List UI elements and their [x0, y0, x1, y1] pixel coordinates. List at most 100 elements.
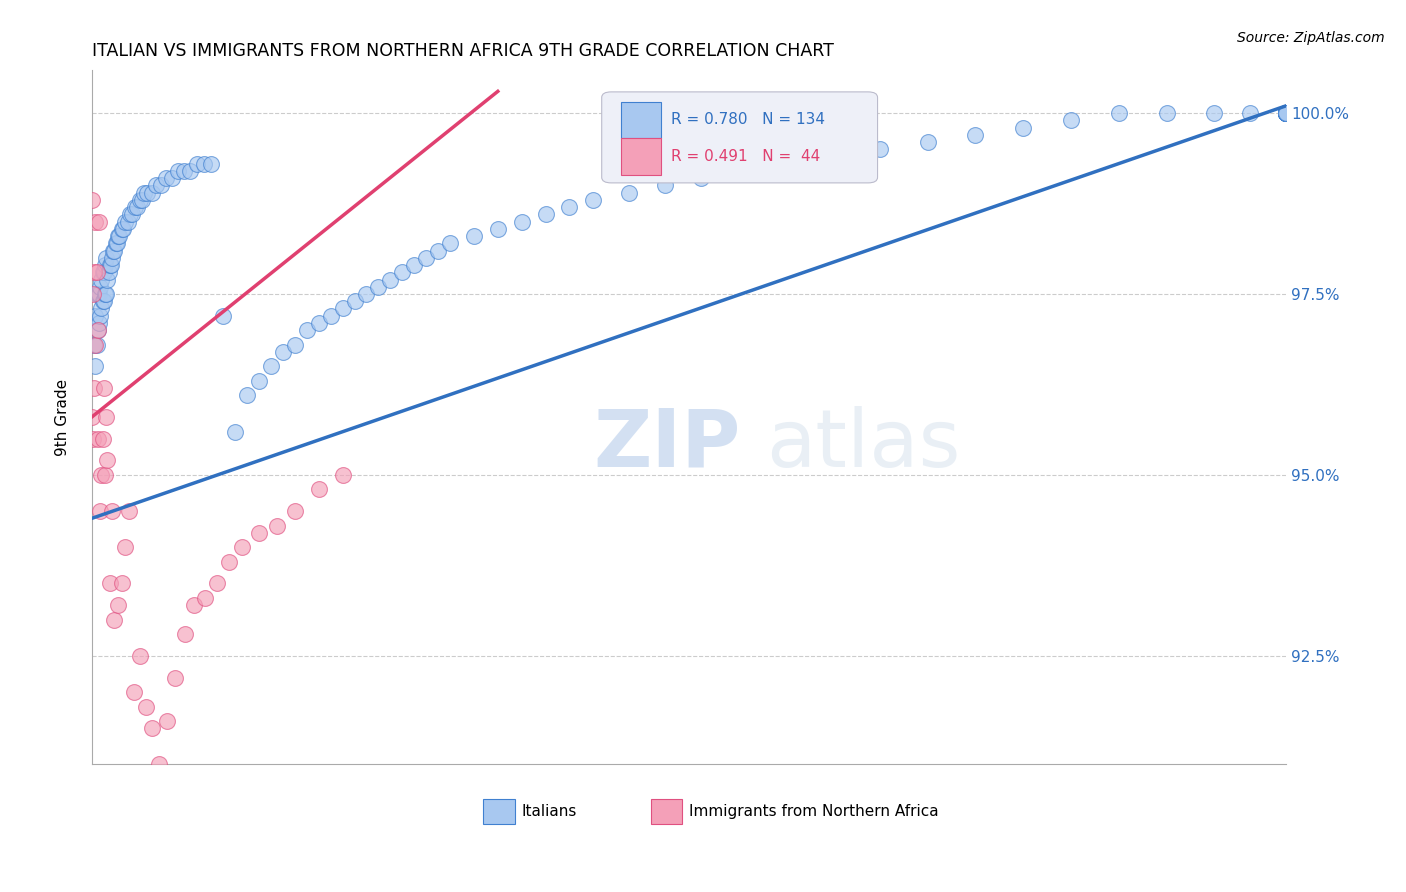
Point: [165, 671, 187, 685]
Point: [1012, 120, 1035, 135]
Point: [174, 627, 197, 641]
Point: [86, 265, 108, 279]
Point: [558, 200, 581, 214]
Point: [1108, 106, 1130, 120]
Point: [725, 164, 748, 178]
Point: [111, 576, 134, 591]
Point: [463, 229, 485, 244]
Point: [1275, 106, 1298, 120]
Point: [247, 374, 270, 388]
Point: [83, 265, 105, 279]
Point: [179, 164, 201, 178]
Point: [1275, 106, 1298, 120]
Point: [93, 294, 115, 309]
Point: [84, 214, 107, 228]
Point: [87, 287, 110, 301]
Point: [1275, 106, 1298, 120]
Point: [148, 757, 170, 772]
Point: [617, 186, 640, 200]
Point: [80, 193, 103, 207]
Point: [103, 244, 125, 258]
Point: [486, 222, 509, 236]
Point: [128, 193, 150, 207]
Point: [193, 157, 215, 171]
Point: [1275, 106, 1298, 120]
Point: [1275, 106, 1298, 120]
Point: [135, 186, 157, 200]
Point: [111, 222, 134, 236]
Point: [98, 258, 121, 272]
Point: [107, 598, 129, 612]
Point: [84, 309, 107, 323]
Point: [97, 265, 120, 279]
Point: [367, 279, 389, 293]
Point: [91, 432, 114, 446]
Point: [87, 323, 110, 337]
Point: [212, 309, 235, 323]
Point: [121, 207, 143, 221]
Point: [1275, 106, 1298, 120]
Point: [122, 685, 145, 699]
Point: [98, 576, 121, 591]
Point: [1275, 106, 1298, 120]
Point: [87, 323, 110, 337]
Point: [105, 236, 128, 251]
Point: [86, 287, 108, 301]
Point: [186, 157, 208, 171]
Text: atlas: atlas: [766, 406, 960, 483]
Point: [271, 345, 294, 359]
Point: [131, 193, 153, 207]
Point: [343, 294, 366, 309]
Point: [108, 229, 131, 244]
Point: [427, 244, 450, 258]
Point: [1275, 106, 1298, 120]
Point: [917, 135, 939, 149]
Point: [90, 467, 112, 482]
FancyBboxPatch shape: [602, 92, 877, 183]
Point: [689, 171, 711, 186]
Point: [773, 157, 796, 171]
Point: [87, 214, 110, 228]
Point: [101, 504, 124, 518]
Point: [1275, 106, 1298, 120]
Point: [1275, 106, 1298, 120]
Point: [117, 214, 139, 228]
Point: [1275, 106, 1298, 120]
Point: [1275, 106, 1298, 120]
Point: [404, 258, 426, 272]
Point: [127, 200, 149, 214]
Point: [1275, 106, 1298, 120]
Point: [1275, 106, 1298, 120]
Point: [141, 721, 163, 735]
Point: [94, 287, 117, 301]
Point: [155, 171, 177, 186]
Point: [96, 453, 118, 467]
Point: [1156, 106, 1178, 120]
Point: [510, 214, 533, 228]
Point: [1275, 106, 1298, 120]
Point: [150, 178, 173, 193]
Point: [89, 279, 111, 293]
Point: [1275, 106, 1298, 120]
Point: [231, 541, 253, 555]
Point: [94, 258, 117, 272]
Text: ITALIAN VS IMMIGRANTS FROM NORTHERN AFRICA 9TH GRADE CORRELATION CHART: ITALIAN VS IMMIGRANTS FROM NORTHERN AFRI…: [91, 42, 834, 60]
Point: [94, 287, 117, 301]
Point: [415, 251, 437, 265]
Point: [1275, 106, 1298, 120]
Point: [308, 483, 330, 497]
Point: [380, 272, 402, 286]
Y-axis label: 9th Grade: 9th Grade: [55, 378, 70, 456]
Point: [91, 294, 114, 309]
Point: [173, 164, 195, 178]
Point: [124, 200, 146, 214]
Point: [332, 301, 354, 316]
Point: [295, 323, 318, 337]
Point: [1275, 106, 1298, 120]
Point: [534, 207, 557, 221]
Point: [91, 265, 114, 279]
Point: [224, 425, 246, 439]
Point: [90, 301, 112, 316]
Point: [284, 337, 307, 351]
Point: [1275, 106, 1298, 120]
